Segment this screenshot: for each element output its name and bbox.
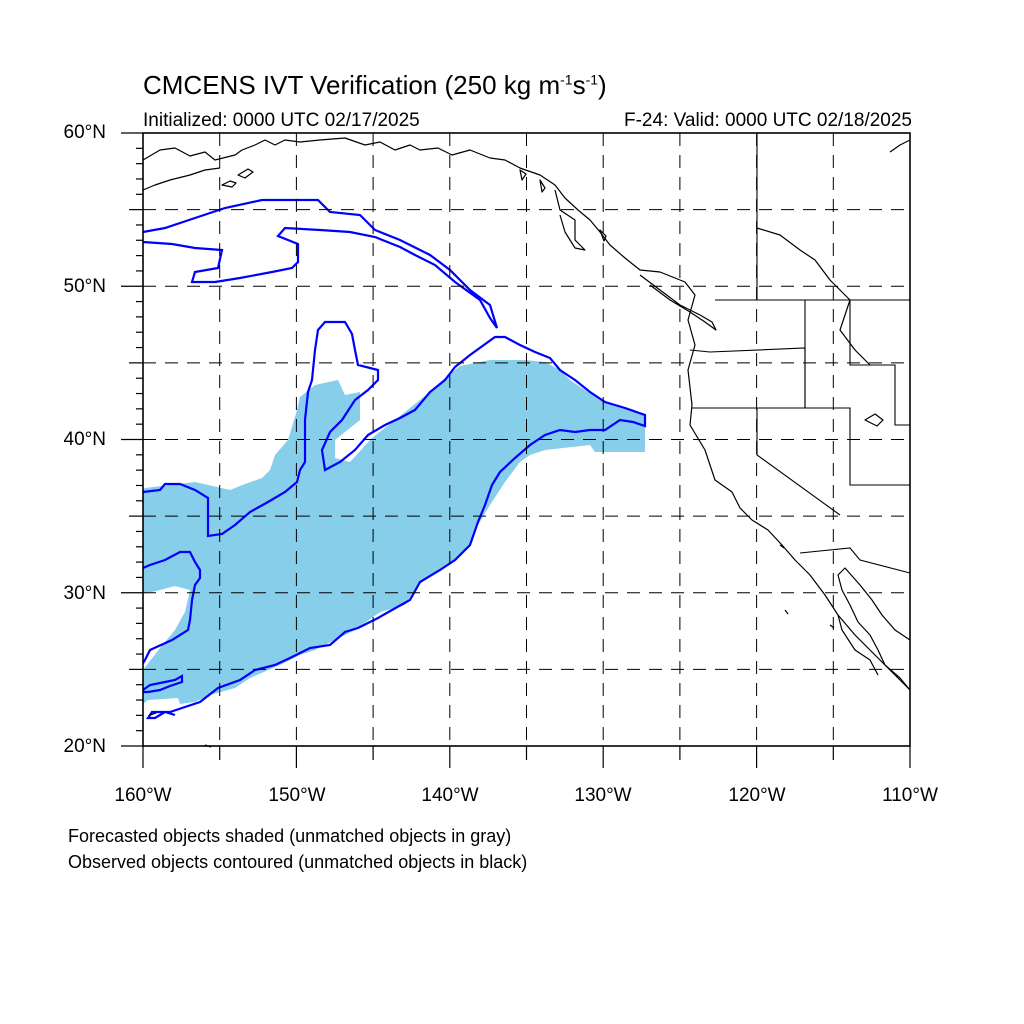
forecast-ivt-object <box>143 360 645 704</box>
islands-small <box>149 168 884 748</box>
lon-tick-label-130w: 130°W <box>574 785 632 806</box>
lon-tick-label-140w: 140°W <box>421 785 479 806</box>
coastline-alaska-south <box>142 137 911 691</box>
initialized-label: Initialized: 0000 UTC 02/17/2025 <box>143 110 420 131</box>
coastline-bc-islands <box>554 189 586 251</box>
coastline-alaska-islands <box>142 167 221 191</box>
lon-tick-label-120w: 120°W <box>728 785 786 806</box>
lat-tick-label-30: 30°N <box>63 583 106 604</box>
legend-note-forecast: Forecasted objects shaded (unmatched obj… <box>68 826 512 846</box>
coastline-vancouver-island <box>639 274 717 331</box>
gridlines <box>143 133 910 746</box>
observed-contour-main <box>142 320 647 720</box>
state-boundaries <box>689 133 911 574</box>
coastline-hudson-top-right <box>889 139 911 153</box>
lon-tick-label-150w: 150°W <box>268 785 326 806</box>
chart-title: CMCENS IVT Verification (250 kg m-1s-1) <box>143 70 607 100</box>
observed-contour-southwest-loop <box>142 674 184 694</box>
observed-contours <box>142 198 647 720</box>
legend-note-observed: Observed objects contoured (unmatched ob… <box>68 852 528 872</box>
coastline-inland-canada <box>756 227 871 366</box>
observed-contour-west-arm <box>142 550 202 664</box>
observed-contour-north-arc <box>142 198 499 329</box>
valid-time-label: F-24: Valid: 0000 UTC 02/18/2025 <box>624 110 912 131</box>
lon-tick-label-160w: 160°W <box>114 785 172 806</box>
axis-ticks <box>121 132 911 768</box>
lat-tick-label-50: 50°N <box>63 276 106 297</box>
coastline-baja <box>837 614 879 676</box>
lat-tick-label-60: 60°N <box>63 122 106 143</box>
coastline-gulf-of-california <box>837 567 911 691</box>
coastlines <box>142 137 911 748</box>
lat-tick-label-40: 40°N <box>63 429 106 450</box>
lon-tick-label-110w: 110°W <box>882 785 938 806</box>
lat-tick-label-20: 20°N <box>63 736 106 757</box>
